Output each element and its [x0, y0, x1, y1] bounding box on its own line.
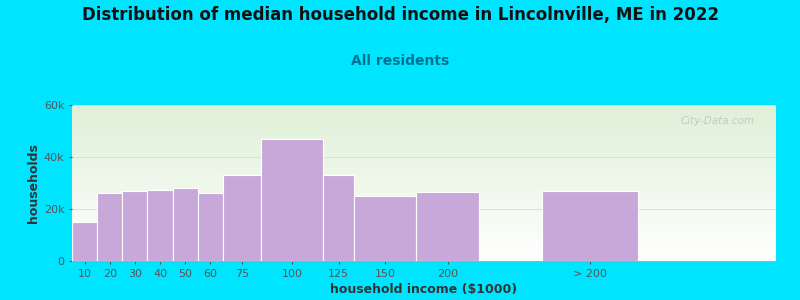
- Bar: [97, 194, 122, 261]
- Bar: [323, 175, 354, 261]
- Bar: [354, 196, 417, 261]
- X-axis label: household income ($1000): household income ($1000): [330, 283, 518, 296]
- Bar: [122, 191, 147, 261]
- Bar: [147, 190, 173, 261]
- Bar: [223, 175, 261, 261]
- Bar: [417, 192, 479, 261]
- Text: City-Data.com: City-Data.com: [681, 116, 755, 126]
- Y-axis label: households: households: [26, 143, 39, 223]
- Bar: [261, 139, 323, 261]
- Bar: [198, 194, 223, 261]
- Text: Distribution of median household income in Lincolnville, ME in 2022: Distribution of median household income …: [82, 6, 718, 24]
- Bar: [72, 222, 97, 261]
- Text: All residents: All residents: [351, 54, 449, 68]
- Bar: [173, 188, 198, 261]
- Bar: [542, 191, 638, 261]
